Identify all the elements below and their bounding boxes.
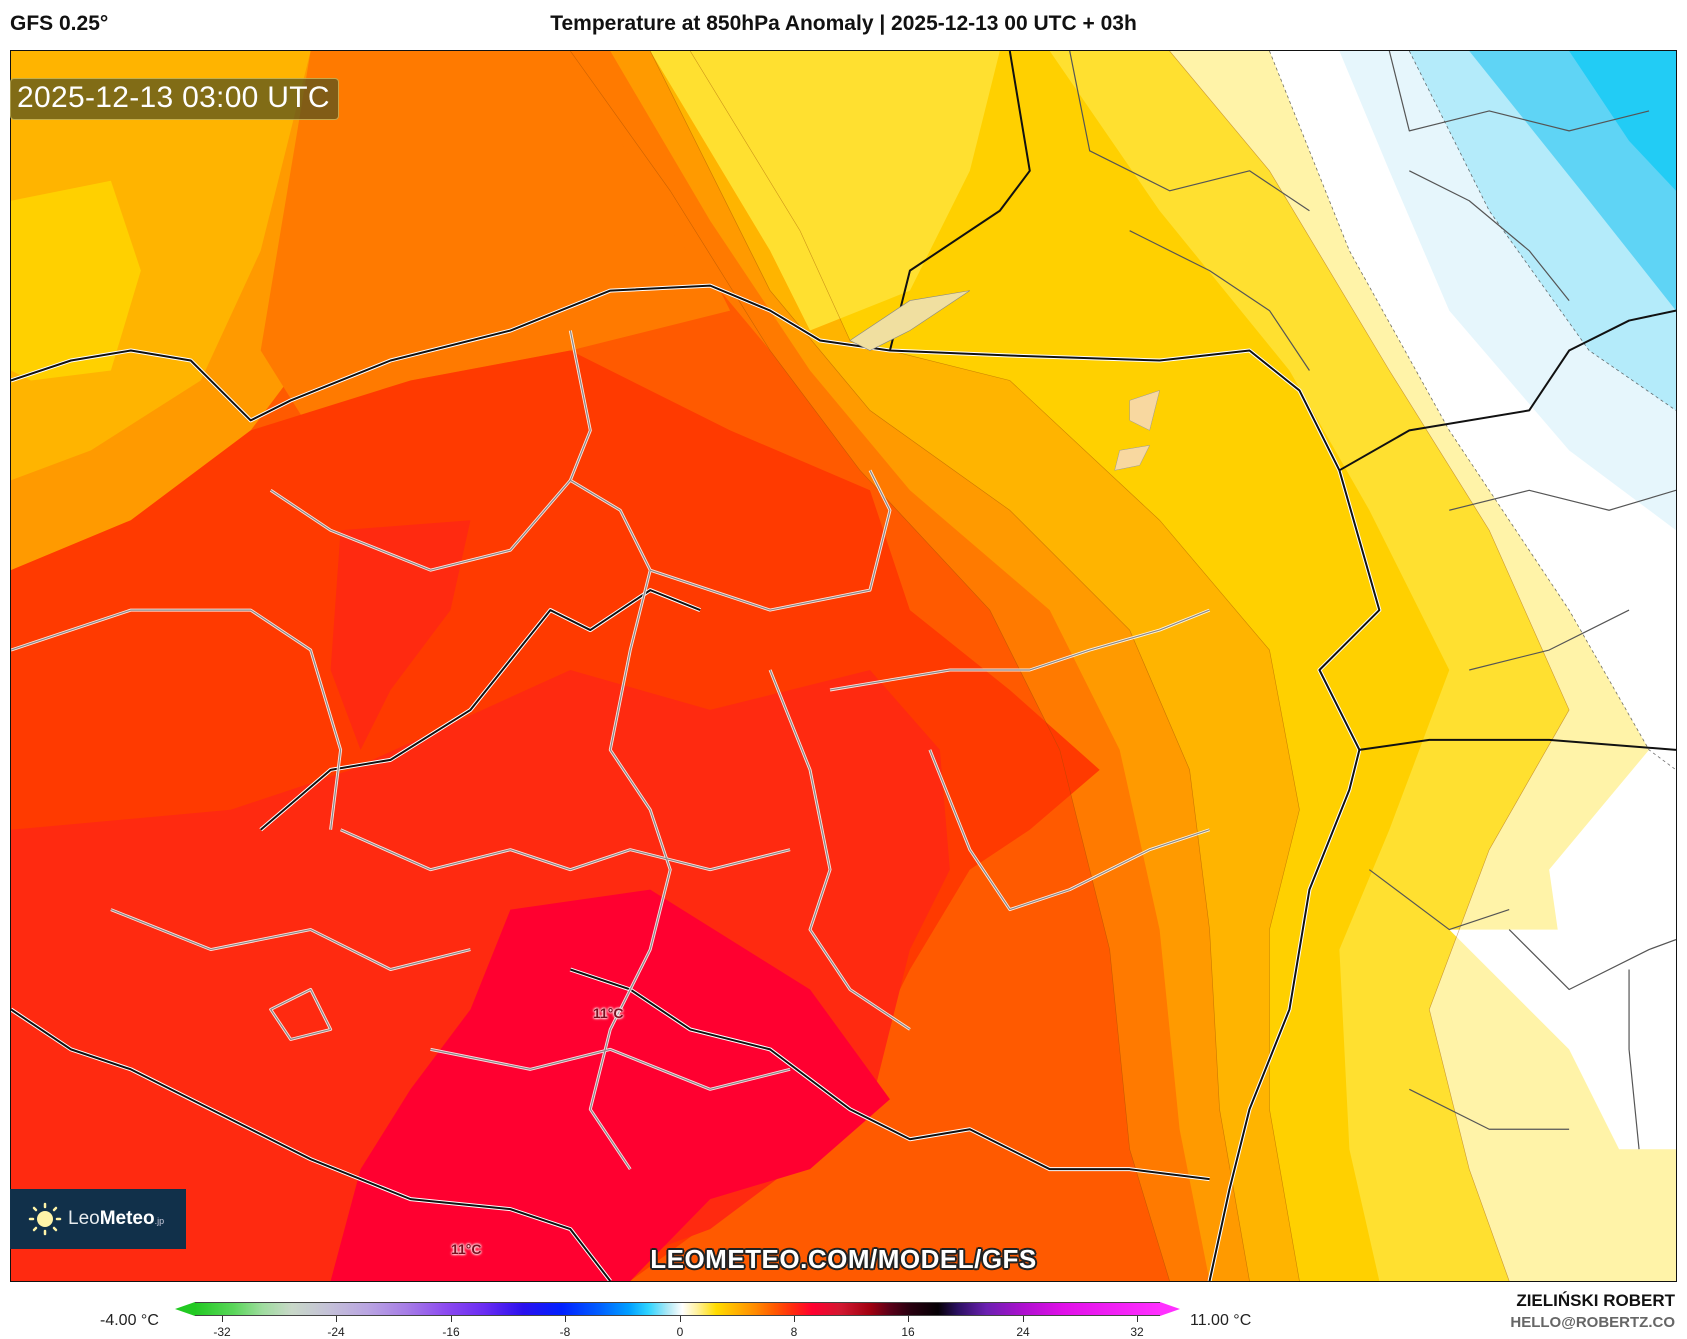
colorbar-extend-left: [175, 1302, 195, 1316]
colorbar-tick: 8: [790, 1325, 798, 1339]
isotherm-label: 11°C: [593, 1005, 624, 1021]
model-label: GFS 0.25°: [10, 12, 109, 35]
leometeo-logo[interactable]: LeoMeteo.jp: [10, 1189, 186, 1249]
logo-wordmark: LeoMeteo.jp: [68, 1208, 165, 1229]
site-watermark: LEOMETEO.COM/MODEL/GFS: [650, 1244, 1037, 1274]
colorbar-extend-right: [1160, 1302, 1180, 1316]
colorbar-gradient: [195, 1302, 1160, 1316]
map-title: Temperature at 850hPa Anomaly | 2025-12-…: [550, 12, 1137, 35]
colorbar-max-label: 11.00 °C: [1190, 1312, 1252, 1329]
sun-icon: [28, 1202, 62, 1236]
colorbar-tick: -8: [559, 1325, 571, 1339]
contour-field: [11, 51, 1676, 1281]
author-credit: ZIELIŃSKI ROBERT: [1516, 1291, 1675, 1310]
colorbar-tick: -32: [213, 1325, 231, 1339]
colorbar-tick: 16: [901, 1325, 915, 1339]
colorbar-tick: -24: [327, 1325, 345, 1339]
author-email: HELLO@ROBERTZ.CO: [1510, 1314, 1675, 1331]
colorbar-tick: 24: [1016, 1325, 1030, 1339]
temperature-anomaly-map[interactable]: [10, 50, 1677, 1282]
colorbar-tick: 32: [1130, 1325, 1144, 1339]
colorbar-min-label: -4.00 °C: [100, 1312, 159, 1329]
colorbar-tick: -16: [442, 1325, 460, 1339]
colorbar-tick: 0: [676, 1325, 684, 1339]
valid-time-badge: 2025-12-13 03:00 UTC: [10, 78, 339, 120]
colorbar: [175, 1302, 1180, 1322]
isotherm-label: 11°C: [451, 1241, 482, 1257]
